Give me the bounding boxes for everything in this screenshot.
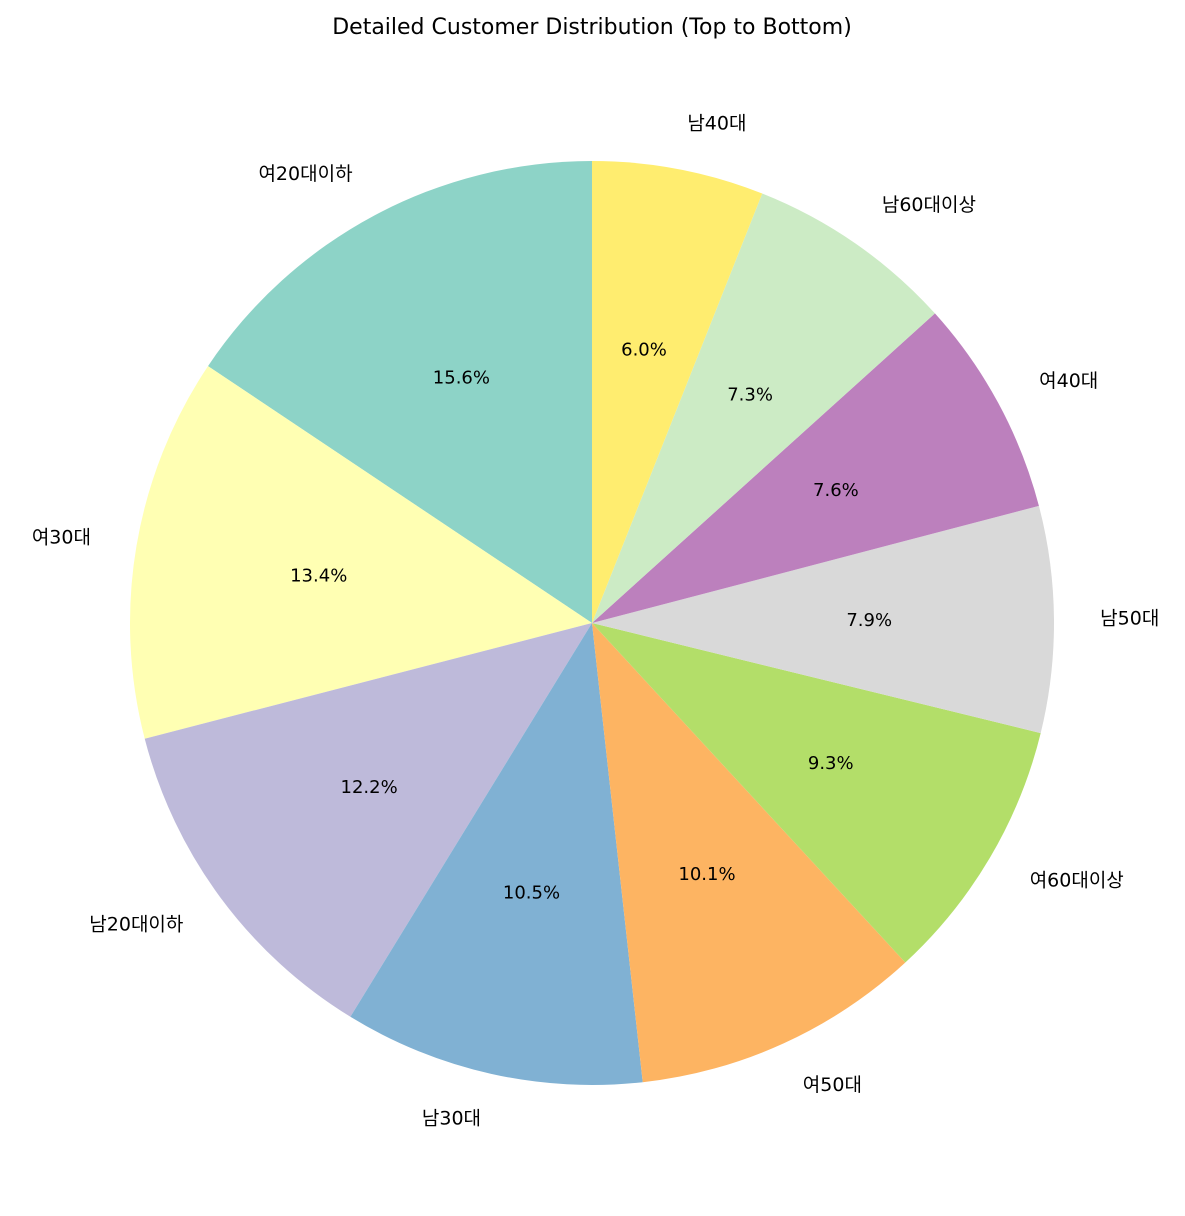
pie-slice — [592, 505, 1054, 734]
pie-slice — [350, 623, 643, 1085]
slice-percentage-label: 10.5% — [503, 883, 560, 904]
pie-slice — [129, 366, 592, 739]
pie-slice — [592, 623, 906, 1083]
slice-percentage-label: 7.3% — [727, 384, 773, 405]
slice-percentage-label: 9.3% — [808, 753, 854, 774]
slice-percentage-label: 12.2% — [341, 777, 398, 798]
slice-label: 남30대 — [422, 1107, 481, 1129]
slice-label: 남20대이하 — [89, 914, 183, 936]
slice-percentage-label: 15.6% — [433, 367, 490, 388]
percentage-labels: 15.6% 13.4% 12.2% 10.5% 10.1% 9.3% 7.9% 7.6% 7.3… — [290, 340, 892, 904]
slice-label: 여20대이하 — [258, 163, 352, 185]
slice-percentage-label: 10.1% — [678, 864, 735, 885]
slice-label: 남60대이상 — [882, 194, 976, 216]
pie-slice — [144, 623, 592, 1017]
slice-label: 남40대 — [687, 112, 746, 134]
pie-slice — [592, 623, 1041, 963]
slice-label: 남50대 — [1100, 608, 1159, 630]
pie-slice — [592, 161, 763, 623]
pie-slice — [208, 161, 592, 623]
pie-slices — [129, 161, 1054, 1085]
slice-label: 여30대 — [32, 526, 91, 548]
chart-title: Detailed Customer Distribution (Top to B… — [332, 15, 852, 40]
slice-label: 여60대이상 — [1030, 870, 1124, 892]
pie-slice — [592, 313, 1039, 623]
slice-percentage-label: 6.0% — [621, 340, 667, 361]
slice-percentage-label: 13.4% — [290, 566, 347, 587]
pie-slice — [592, 193, 935, 623]
slice-label: 여50대 — [803, 1074, 862, 1096]
slice-percentage-label: 7.9% — [846, 610, 892, 631]
slice-percentage-label: 7.6% — [813, 480, 859, 501]
slice-label: 여40대 — [1039, 370, 1098, 392]
